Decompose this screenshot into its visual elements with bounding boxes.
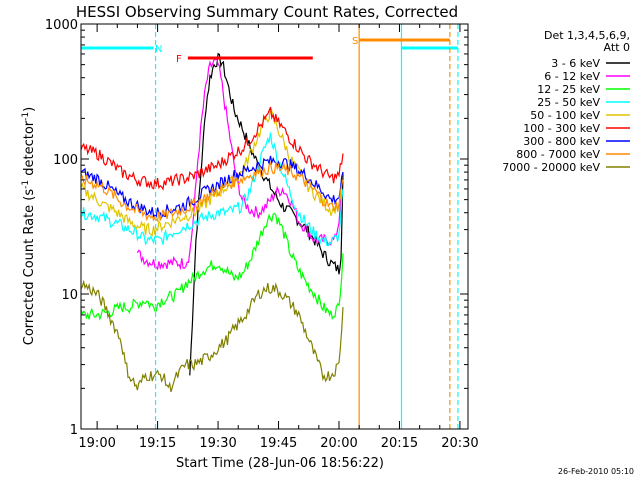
series-line-1 (189, 52, 344, 376)
y-tick-label: 1000 (45, 18, 78, 33)
y-axis-label-sup2: -1 (21, 112, 31, 121)
series-line-7 (80, 155, 344, 219)
series-line-4 (80, 132, 344, 247)
series-line-3 (80, 212, 344, 321)
series-line-2 (136, 57, 342, 271)
y-axis-label-main: Corrected Count Rate (s (22, 189, 37, 346)
y-axis-label-end: ) (22, 107, 37, 112)
legend-label: 25 - 50 keV (537, 96, 600, 109)
legend-label: 300 - 800 keV (523, 135, 600, 148)
legend-label: 800 - 7000 keV (516, 148, 600, 161)
flag-label-S: S (352, 36, 358, 47)
y-tick-label: 1 (70, 423, 78, 438)
x-tick-label: 20:15 (381, 436, 418, 451)
series-line-9 (80, 279, 344, 393)
x-axis-label: Start Time (28-Jun-06 18:56:22) (176, 456, 384, 471)
x-tick-label: 20:30 (441, 436, 478, 451)
legend-title-line1: Det 1,3,4,5,6,9, (544, 29, 630, 42)
footer-timestamp: 26-Feb-2010 05:10 (558, 467, 634, 476)
chart-title: HESSI Observing Summary Count Rates, Cor… (76, 3, 458, 21)
flag-label-F: F (176, 54, 182, 65)
plot-frame (80, 23, 469, 430)
legend-label: 100 - 300 keV (523, 122, 600, 135)
series-line-6 (80, 106, 344, 191)
series-line-5 (80, 107, 344, 237)
x-tick-label: 19:30 (199, 436, 236, 451)
series-line-8 (80, 160, 344, 223)
x-tick-label: 20:00 (320, 436, 357, 451)
legend-label: 12 - 25 keV (537, 83, 600, 96)
x-tick-label: 19:45 (260, 436, 297, 451)
y-axis-label-mid: detector (22, 120, 37, 180)
legend-label: 7000 - 20000 keV (502, 161, 600, 174)
x-tick-label: 19:00 (78, 436, 115, 451)
legend-label: 3 - 6 keV (551, 57, 600, 70)
y-axis-label: Corrected Count Rate (s-1 detector-1) (21, 107, 37, 345)
flag-label-N: N (155, 44, 162, 55)
legend-label: 50 - 100 keV (530, 109, 600, 122)
legend-title-line2: Att 0 (604, 41, 630, 54)
legend-label: 6 - 12 keV (544, 70, 600, 83)
y-tick-label: 10 (61, 288, 78, 303)
axis-ticks: 1 10 100 1000 19:00 19:15 19:30 19:45 20:00 20:15… (45, 18, 479, 451)
y-axis-label-sup1: -1 (21, 180, 31, 189)
x-tick-label: 19:15 (139, 436, 176, 451)
y-tick-label: 100 (53, 153, 78, 168)
plot-area: N F S (80, 24, 459, 429)
